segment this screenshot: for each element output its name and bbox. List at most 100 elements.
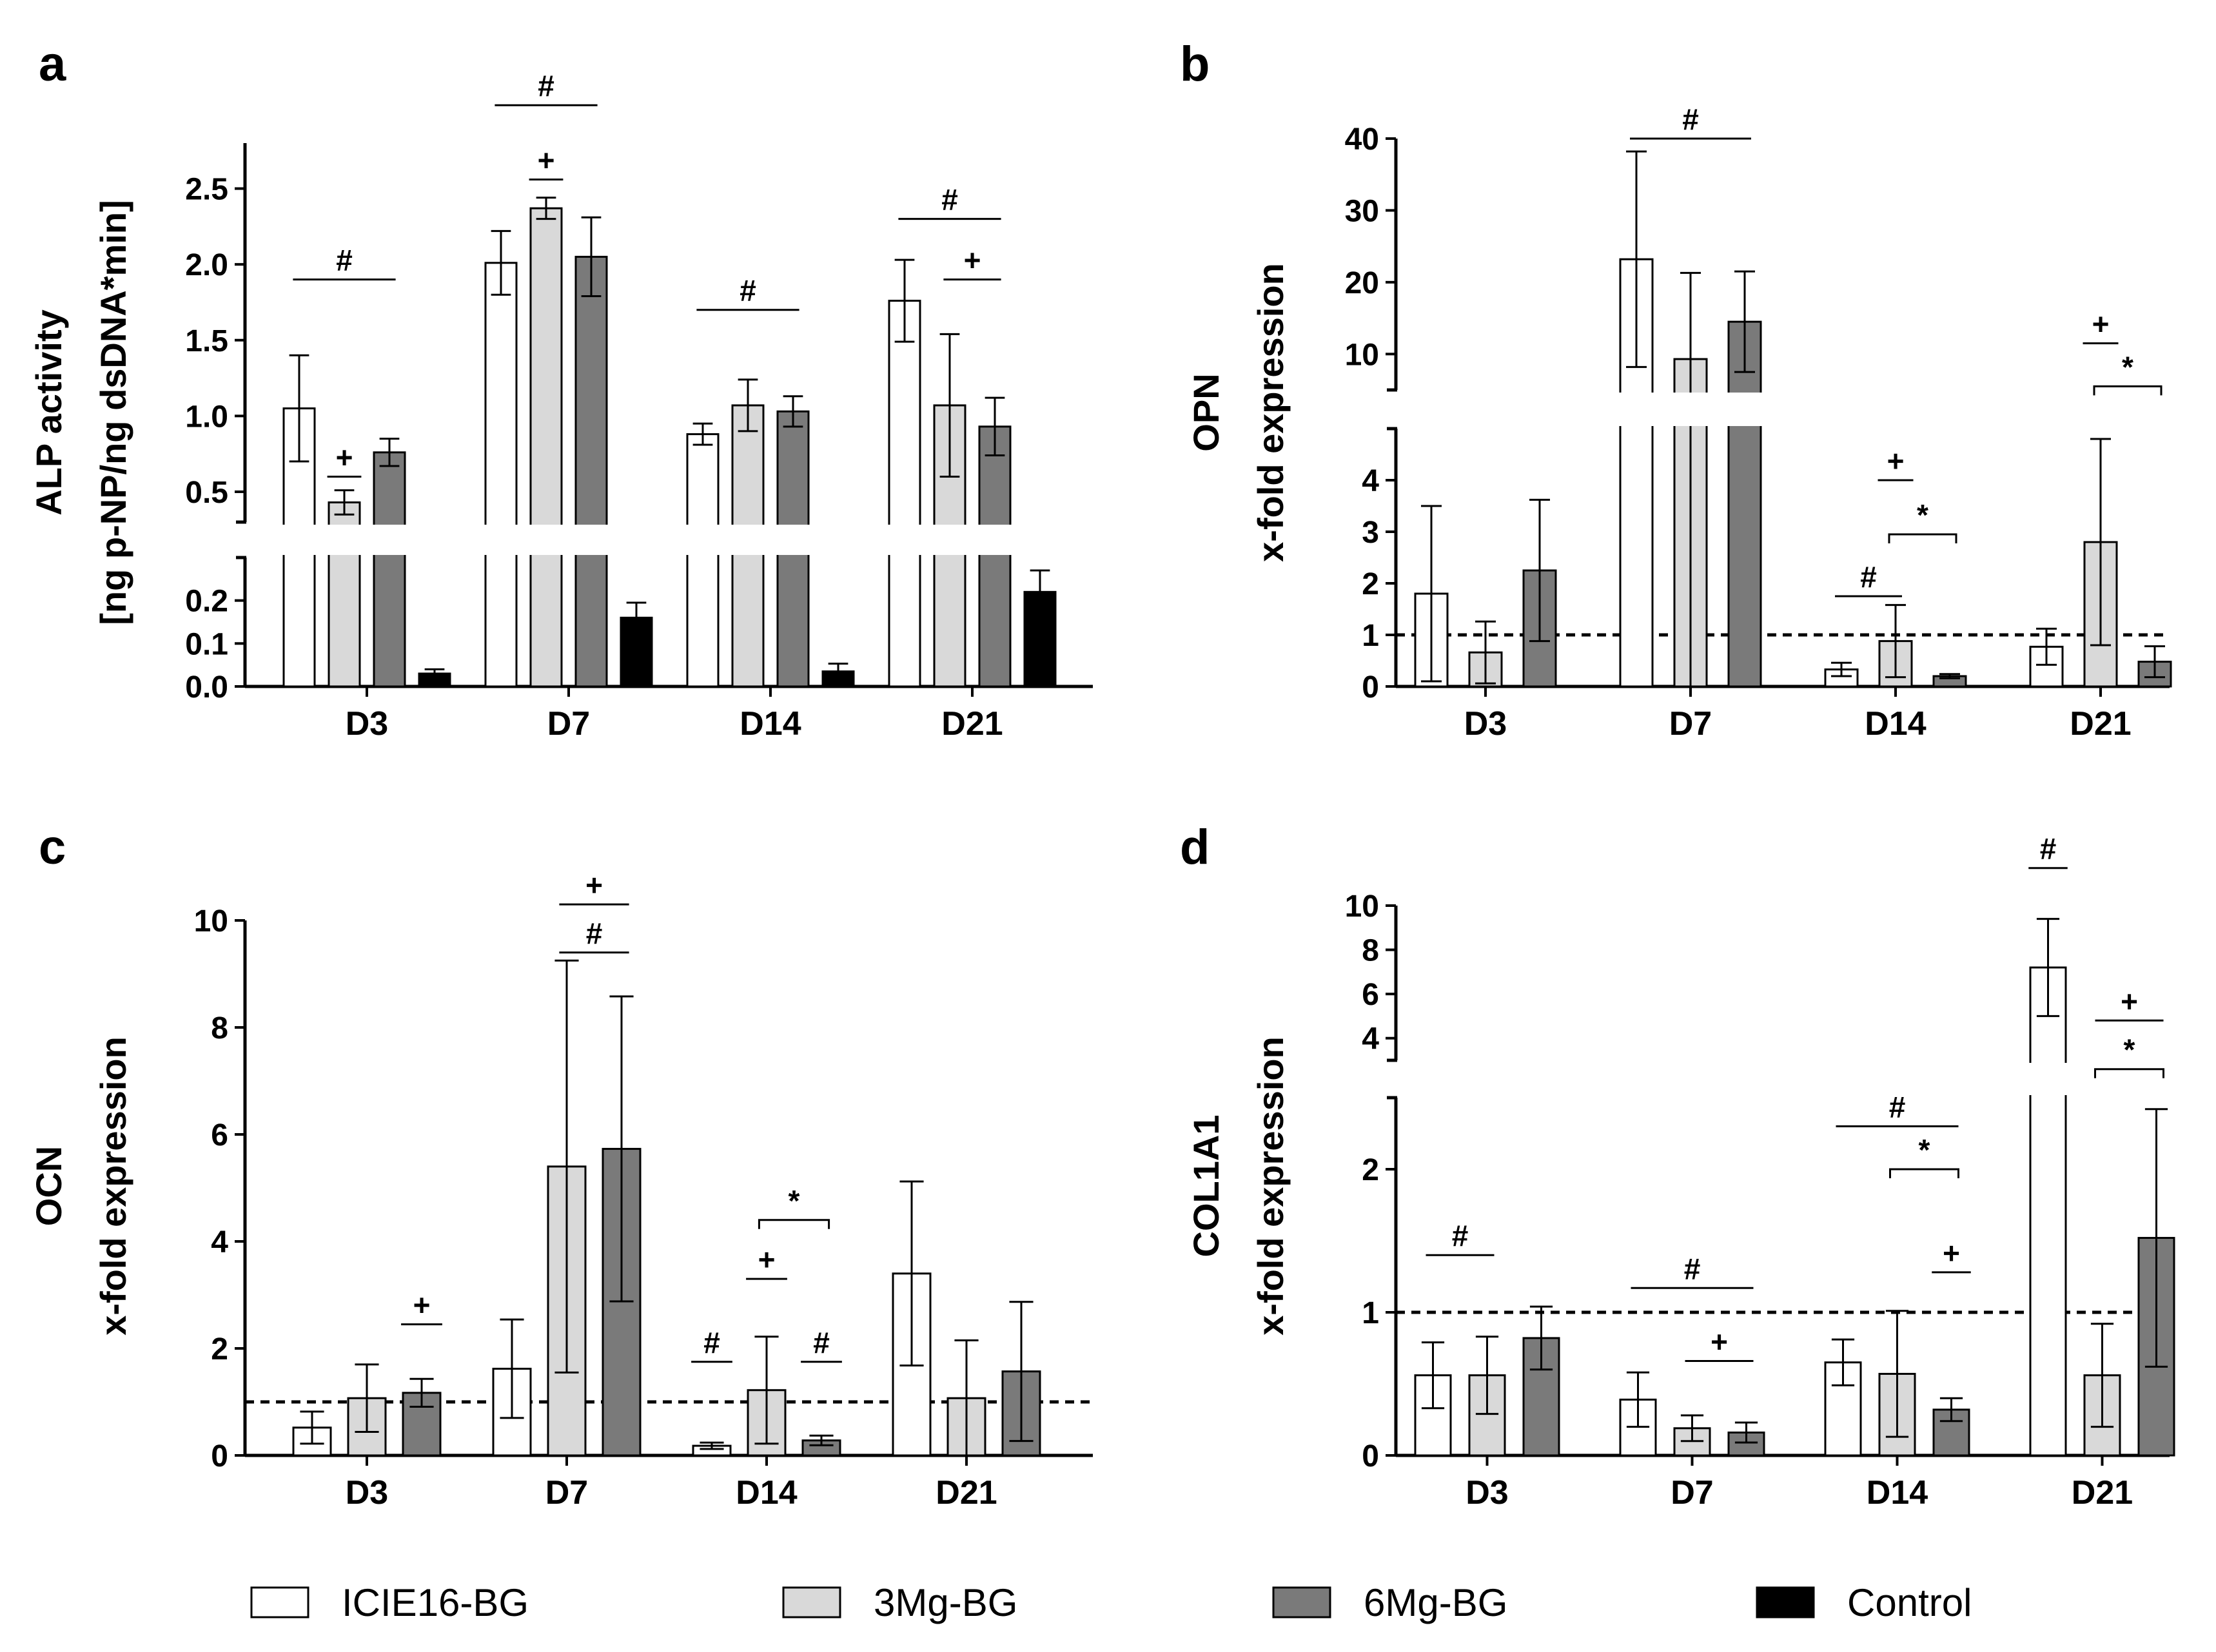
y-tick-label: 20 bbox=[1345, 266, 1379, 300]
panel-letter: a bbox=[39, 37, 66, 92]
significance-symbol: + bbox=[2092, 307, 2110, 341]
significance-symbol: # bbox=[538, 69, 554, 102]
bar bbox=[529, 207, 563, 688]
y-tick-label: 2 bbox=[1362, 567, 1379, 601]
x-tick-label: D3 bbox=[1466, 1474, 1508, 1511]
significance-symbol: # bbox=[941, 183, 958, 217]
y-tick-label: 10 bbox=[1345, 338, 1379, 372]
significance-symbol: + bbox=[1887, 444, 1905, 478]
x-tick-label: D14 bbox=[1865, 705, 1926, 743]
y-tick-label: 2 bbox=[1362, 1153, 1379, 1187]
bar bbox=[978, 425, 1012, 688]
y-tick-label: 4 bbox=[1362, 1022, 1379, 1056]
y-tick-label: 0.1 bbox=[185, 627, 228, 661]
x-tick-label: D7 bbox=[547, 705, 590, 743]
y-tick-label: 0 bbox=[1362, 670, 1379, 705]
legend-swatch bbox=[1272, 1586, 1331, 1618]
y-axis-label: ALP activity bbox=[28, 309, 69, 516]
bar bbox=[574, 255, 608, 688]
legend: ICIE16-BG 3Mg-BG 6Mg-BG Control bbox=[250, 1581, 1972, 1624]
y-tick-label: 2.5 bbox=[185, 173, 228, 207]
significance-symbol: # bbox=[813, 1326, 830, 1359]
y-axis-label: x-fold expression bbox=[93, 1036, 133, 1336]
x-tick-label: D7 bbox=[1669, 705, 1712, 743]
y-axis-label: OPN bbox=[1186, 373, 1226, 451]
bar bbox=[888, 300, 921, 688]
significance-symbol: # bbox=[1889, 1090, 1906, 1123]
y-tick-label: 2 bbox=[211, 1332, 228, 1366]
x-tick-label: D14 bbox=[736, 1474, 797, 1511]
significance-symbol: * bbox=[1919, 1133, 1930, 1167]
y-tick-label: 0.2 bbox=[185, 585, 228, 619]
y-tick-label: 6 bbox=[211, 1118, 228, 1152]
x-tick-label: D21 bbox=[936, 1474, 997, 1511]
significance-symbol: # bbox=[740, 274, 756, 307]
y-axis-label: OCN bbox=[28, 1146, 69, 1226]
panel-letter: c bbox=[39, 820, 66, 875]
significance-symbol: # bbox=[2040, 832, 2057, 866]
significance-bracket bbox=[758, 1219, 830, 1229]
significance-bracket bbox=[1888, 533, 1957, 543]
axis-break-gap bbox=[1398, 393, 2172, 426]
legend-label: ICIE16-BG bbox=[342, 1581, 529, 1624]
significance-symbol: + bbox=[413, 1288, 431, 1322]
y-tick-label: 40 bbox=[1345, 122, 1379, 157]
significance-symbol: * bbox=[789, 1184, 800, 1218]
y-tick-label: 2.0 bbox=[185, 248, 228, 282]
legend-label: 3Mg-BG bbox=[874, 1581, 1017, 1624]
significance-symbol: + bbox=[758, 1243, 776, 1276]
panel-b: b OPN x-fold expression 0 1 2 3 4 10 20 30 40 D3 D7 D1… bbox=[1180, 37, 2172, 743]
significance-symbol: # bbox=[703, 1326, 720, 1359]
y-tick-label: 1 bbox=[1362, 1296, 1379, 1330]
legend-swatch bbox=[782, 1586, 841, 1618]
significance-symbol: + bbox=[964, 244, 981, 277]
panel-c: c OCN x-fold expression 0 2 4 6 8 10 D3 D7 D14 D21 + +… bbox=[28, 820, 1093, 1511]
y-tick-label: 4 bbox=[1362, 464, 1379, 498]
legend-swatch bbox=[1756, 1586, 1815, 1618]
legend-label: 6Mg-BG bbox=[1364, 1581, 1507, 1624]
y-tick-label: 4 bbox=[211, 1225, 228, 1259]
y-tick-label: 10 bbox=[1345, 889, 1379, 924]
significance-symbol: * bbox=[2122, 350, 2133, 384]
significance-symbol: # bbox=[1682, 102, 1699, 136]
y-tick-label: 8 bbox=[211, 1011, 228, 1045]
legend-item: ICIE16-BG bbox=[250, 1581, 529, 1624]
y-axis-label: [ng p-NP/ng dsDNA*min] bbox=[93, 200, 133, 625]
axis-break-gap bbox=[1398, 1063, 2172, 1095]
significance-symbol: # bbox=[586, 917, 603, 950]
y-tick-label: 30 bbox=[1345, 194, 1379, 228]
significance-symbol: + bbox=[1943, 1236, 1960, 1270]
x-tick-label: D14 bbox=[740, 705, 801, 743]
x-tick-label: D21 bbox=[2072, 1474, 2133, 1511]
y-tick-label: 1.0 bbox=[185, 400, 228, 434]
legend-label: Control bbox=[1847, 1581, 1972, 1624]
bar bbox=[2029, 966, 2067, 1457]
bar bbox=[1619, 258, 1654, 688]
panel-d: d COL1A1 x-fold expression 0 1 2 4 6 8 10 D3 D7 D14 D… bbox=[1180, 820, 2175, 1511]
significance-symbol: # bbox=[1860, 560, 1877, 594]
y-tick-label: 0 bbox=[211, 1439, 228, 1473]
significance-symbol: + bbox=[2121, 984, 2138, 1018]
significance-symbol: + bbox=[538, 143, 555, 177]
bar bbox=[484, 262, 518, 688]
x-tick-label: D3 bbox=[1464, 705, 1507, 743]
y-tick-label: 3 bbox=[1362, 516, 1379, 550]
y-tick-label: 1 bbox=[1362, 619, 1379, 653]
y-tick-label: 0.5 bbox=[185, 476, 228, 510]
x-tick-label: D3 bbox=[346, 705, 388, 743]
axis-break-gap bbox=[248, 525, 1095, 555]
bar bbox=[402, 1392, 442, 1457]
panel-letter: b bbox=[1180, 37, 1210, 92]
y-tick-label: 6 bbox=[1362, 978, 1379, 1012]
bar bbox=[373, 451, 406, 688]
significance-bracket bbox=[1889, 1168, 1959, 1178]
y-tick-label: 0.0 bbox=[185, 670, 228, 705]
significance-symbol: + bbox=[336, 440, 353, 474]
legend-item: 3Mg-BG bbox=[782, 1581, 1017, 1624]
panel-a: a ALP activity [ng p-NP/ng dsDNA*min] 0.0 0.… bbox=[28, 37, 1095, 743]
legend-swatch bbox=[250, 1586, 309, 1618]
y-tick-label: 1.5 bbox=[185, 324, 228, 358]
bar bbox=[1727, 320, 1762, 688]
significance-symbol: # bbox=[336, 244, 353, 277]
